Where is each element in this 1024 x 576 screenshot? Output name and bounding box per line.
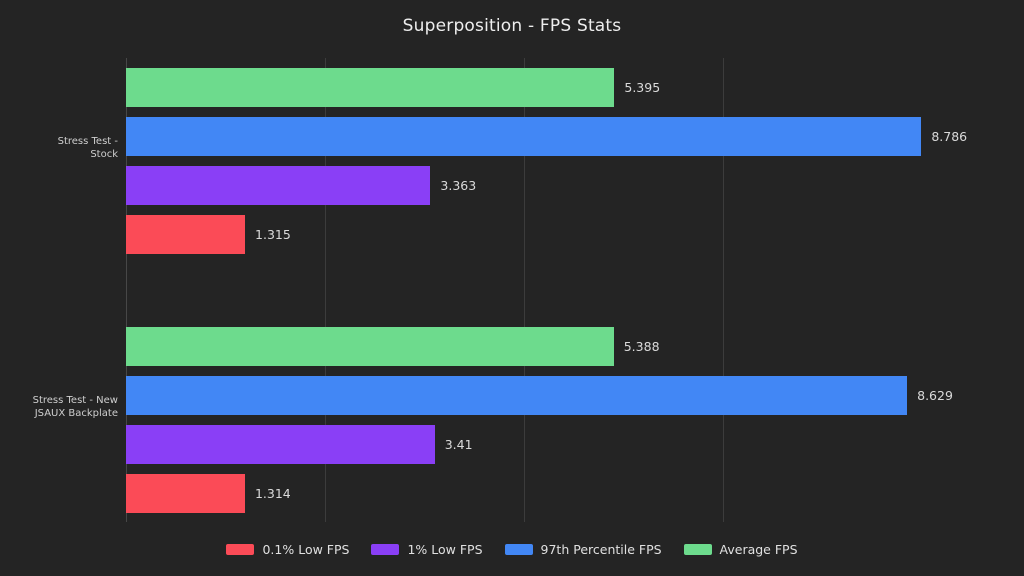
legend-swatch (226, 543, 255, 555)
legend-item-average-fps: Average FPS (683, 541, 798, 557)
value-label: 3.363 (440, 178, 477, 193)
legend: 0.1% Low FPS 1% Low FPS 97th Percentile FP… (0, 538, 1024, 560)
legend-label: 0.1% Low FPS (262, 541, 350, 557)
legend-label: 1% Low FPS (407, 541, 483, 557)
legend-swatch (504, 543, 533, 555)
legend-item-1-low-fps: 1% Low FPS (371, 541, 483, 557)
legend-item-0-1-low-fps: 0.1% Low FPS (226, 542, 349, 557)
value-label: 8.786 (931, 129, 968, 144)
value-label: 8.629 (917, 388, 953, 403)
bar-0-1-low-fps-group1 (126, 215, 246, 254)
bar-0-1-low-fps-group2 (126, 474, 245, 513)
value-label: 1.315 (255, 227, 291, 242)
legend-swatch (683, 543, 712, 555)
y-axis-line (126, 58, 127, 522)
legend-item-97th-percentile-fps: 97th Percentile FPS (504, 541, 662, 557)
bar-1-low-fps-group1 (126, 166, 431, 205)
bar-average-fps-group1 (126, 68, 615, 107)
bar-average-fps-group2 (126, 327, 614, 366)
legend-label: 97th Percentile FPS (540, 541, 662, 557)
gridline (723, 58, 725, 522)
gridline (325, 58, 327, 522)
legend-swatch (371, 543, 400, 555)
bar-97th-percentile-fps-group2 (126, 376, 908, 415)
value-label: 3.41 (444, 437, 473, 452)
category-label: Stress Test - Stock (57, 136, 118, 160)
legend-label: Average FPS (719, 541, 798, 557)
value-label: 5.388 (623, 339, 660, 354)
value-label: 5.395 (624, 80, 661, 95)
chart-title: Superposition - FPS Stats (402, 16, 622, 36)
category-label: Stress Test - New JSAUX Backplate (32, 395, 118, 419)
bar-1-low-fps-group2 (126, 425, 435, 464)
bar-97th-percentile-fps-group1 (126, 117, 922, 156)
gridline (524, 58, 526, 522)
value-label: 1.314 (254, 486, 291, 501)
